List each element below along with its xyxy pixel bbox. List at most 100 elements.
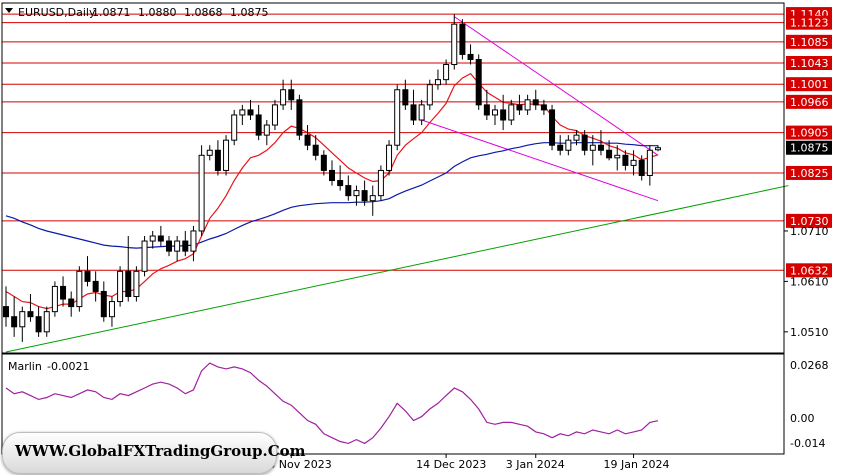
candle bbox=[296, 94, 303, 141]
candle-body-bear bbox=[345, 185, 352, 197]
candle bbox=[402, 79, 409, 110]
slow-moving-average-line bbox=[5, 142, 658, 249]
candle bbox=[459, 19, 466, 60]
level-label-1.1043: 1.1043 bbox=[786, 56, 832, 71]
level-label-1.1001: 1.1001 bbox=[786, 77, 832, 92]
candle bbox=[125, 236, 132, 302]
level-label-1.0730: 1.0730 bbox=[786, 213, 832, 228]
candle bbox=[60, 276, 67, 307]
candle bbox=[606, 140, 613, 161]
candle bbox=[271, 99, 278, 131]
candle bbox=[247, 99, 254, 120]
candle-body-bull bbox=[353, 190, 360, 197]
oscillator-ticks: 0.0268 0.00 -0.014 bbox=[790, 359, 829, 450]
candle bbox=[329, 160, 335, 186]
candle bbox=[475, 54, 482, 110]
candle-body-bull bbox=[573, 134, 580, 141]
candle bbox=[557, 135, 564, 156]
candle bbox=[549, 104, 556, 151]
level-label-1.1085: 1.1085 bbox=[786, 34, 832, 49]
candle-body-bull bbox=[43, 311, 50, 333]
candle bbox=[312, 135, 319, 161]
y-tick-label: 1.0610 bbox=[790, 275, 829, 288]
candle-body-bear bbox=[182, 240, 189, 252]
candle bbox=[84, 256, 91, 287]
candle-body-bull bbox=[589, 144, 596, 151]
candle-body-bull bbox=[76, 270, 83, 308]
level-label-text: 1.1001 bbox=[790, 78, 829, 91]
candle-body-bear bbox=[532, 99, 539, 106]
candle bbox=[361, 180, 368, 206]
candle-body-bull bbox=[646, 149, 653, 176]
candle bbox=[108, 296, 115, 327]
candle bbox=[133, 266, 140, 302]
chart-frames bbox=[1, 2, 785, 455]
candle-body-bull bbox=[369, 195, 376, 202]
candle-body-bear bbox=[638, 159, 645, 176]
candle bbox=[394, 84, 401, 151]
price-pane-border bbox=[1, 2, 785, 354]
channel-lower-line bbox=[421, 119, 659, 202]
candle-body-bear bbox=[288, 89, 295, 101]
candle-body-bear bbox=[459, 23, 466, 55]
candle-body-bull bbox=[239, 109, 246, 116]
candle-body-bear bbox=[500, 109, 507, 121]
candle bbox=[166, 236, 172, 257]
candle bbox=[426, 79, 433, 110]
candle-body-bull bbox=[394, 89, 401, 146]
candle-body-bear bbox=[361, 190, 368, 202]
candle bbox=[345, 175, 352, 201]
candle bbox=[35, 306, 42, 337]
level-label-bg bbox=[786, 94, 832, 109]
candle bbox=[434, 69, 441, 90]
collapse-arrow-icon[interactable] bbox=[5, 8, 13, 13]
candle bbox=[516, 94, 523, 115]
candle-body-bear bbox=[557, 144, 564, 151]
level-label-1.1123: 1.1123 bbox=[786, 15, 832, 30]
level-label-text: 1.1043 bbox=[790, 57, 829, 70]
candle-body-bull bbox=[141, 240, 148, 272]
candle bbox=[11, 296, 18, 337]
candle bbox=[646, 145, 653, 186]
candle-body-bear bbox=[35, 316, 42, 333]
price-pane: 1.11401.11231.10851.10431.10011.09661.09… bbox=[2, 7, 832, 353]
level-label-1.0905: 1.0905 bbox=[786, 125, 832, 140]
candle-body-bear bbox=[597, 144, 604, 151]
level-label-1.0632: 1.0632 bbox=[786, 263, 832, 278]
candle-body-bull bbox=[206, 149, 213, 156]
y-tick-label: 1.0510 bbox=[790, 326, 829, 339]
candle bbox=[149, 230, 156, 249]
candle bbox=[540, 99, 547, 115]
candle-body-bear bbox=[84, 270, 91, 282]
candle bbox=[3, 286, 9, 327]
candle bbox=[320, 150, 327, 176]
candle bbox=[27, 294, 34, 322]
candle-body-bull bbox=[198, 154, 205, 232]
candle bbox=[622, 150, 629, 171]
candle-body-bear bbox=[27, 311, 34, 318]
candle bbox=[508, 99, 515, 126]
fast-moving-average-line bbox=[5, 72, 659, 310]
candle bbox=[353, 185, 360, 206]
x-tick-label: 14 Dec 2023 bbox=[416, 458, 486, 471]
candle-body-bull bbox=[108, 301, 115, 318]
candle bbox=[288, 79, 295, 110]
candle-body-bear bbox=[581, 134, 588, 151]
level-label-bg bbox=[786, 263, 832, 278]
level-label-bg bbox=[786, 56, 832, 71]
level-label-bg bbox=[786, 213, 832, 228]
candle-body-bear bbox=[125, 270, 132, 298]
candle bbox=[524, 94, 531, 115]
header-low: 1.0868 bbox=[184, 6, 223, 19]
candle bbox=[190, 225, 197, 262]
candle-body-bear bbox=[337, 180, 344, 187]
candle bbox=[198, 145, 205, 236]
indicator-name: Marlin bbox=[8, 360, 42, 373]
candle bbox=[597, 130, 604, 156]
candle-body-bear bbox=[60, 285, 67, 300]
candle-body-bear bbox=[100, 290, 107, 318]
candle bbox=[157, 225, 164, 247]
level-label-text: 1.0905 bbox=[790, 127, 829, 140]
candle bbox=[500, 94, 507, 131]
